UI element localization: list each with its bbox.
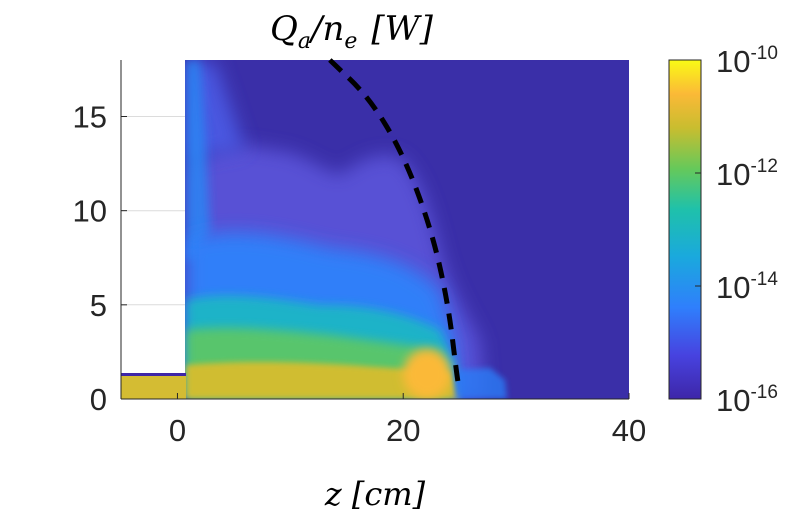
hot-spot-region <box>403 349 451 399</box>
colorbar-tick-exponent: -12 <box>750 156 777 177</box>
x-tick-label: 40 <box>612 413 646 448</box>
colorbar-tick-label: 10-10 <box>716 43 778 79</box>
colorbar-tick-base: 10 <box>716 157 750 192</box>
title-slash: / <box>308 9 326 49</box>
x-axis-label: z [cm] <box>324 475 426 513</box>
colorbar-frame <box>668 59 702 400</box>
title-n: n <box>322 9 344 49</box>
colorbar-tick-label: 10-14 <box>716 269 778 305</box>
colorbar-tick-label: 10-12 <box>716 156 778 192</box>
colorbar-tick-base: 10 <box>716 270 750 305</box>
boundary-curve <box>328 58 463 391</box>
colorbar-tick-base: 10 <box>716 44 750 79</box>
colorbar-gradient <box>669 60 701 399</box>
heatmap-field <box>121 60 629 399</box>
masked-region <box>121 60 185 373</box>
x-ticks: 0 20 40 <box>169 393 646 448</box>
colorbar-tick-exponent: -10 <box>750 43 777 64</box>
y-tick-label: 10 <box>73 194 107 229</box>
y-tick-label: 0 <box>90 382 107 417</box>
axis-band <box>186 361 460 399</box>
x-tick-label: 0 <box>169 413 186 448</box>
title-q-sub: a <box>298 29 311 54</box>
inner-wall-band <box>186 60 210 260</box>
colorbar-tick-label: 10-16 <box>716 382 778 418</box>
chart-title: Qa/ne [W] <box>270 9 434 54</box>
colorbar-tick-base: 10 <box>716 383 750 418</box>
title-q: Q <box>270 9 298 49</box>
downstream-tail <box>455 368 507 399</box>
colorbar-tick-exponent: -14 <box>750 269 778 290</box>
title-n-sub: e <box>344 29 357 54</box>
axis-strip-upstream <box>121 376 186 399</box>
y-tick-label: 15 <box>73 100 107 135</box>
colorbar-tick-exponent: -16 <box>750 382 777 403</box>
title-unit: [W] <box>371 9 433 49</box>
y-tick-label: 5 <box>90 288 107 323</box>
x-tick-label: 20 <box>386 413 420 448</box>
axis-strip-line <box>121 373 186 376</box>
colorbar <box>668 59 702 400</box>
y-ticks: 0 5 10 15 <box>73 100 127 417</box>
